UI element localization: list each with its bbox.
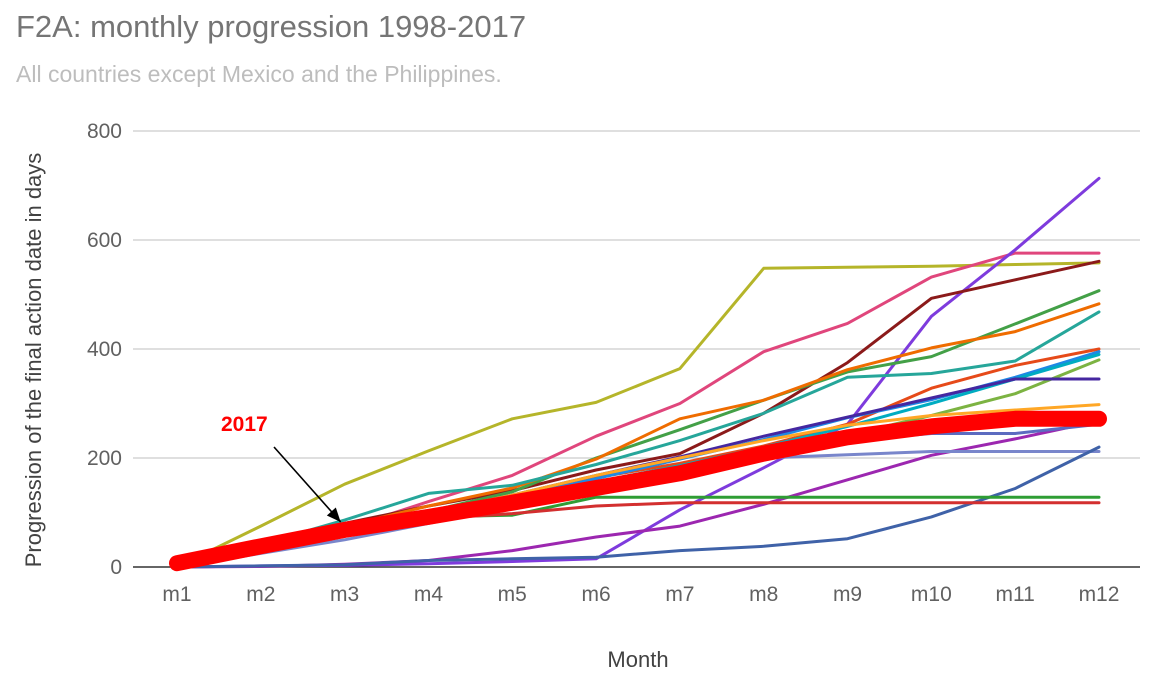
x-axis-ticks: m1 m2 m3 m4 m5 m6 m7 m8 m9 m10 m11 m12 [162, 583, 1119, 606]
annotation-arrow-head [326, 507, 341, 522]
x-tick-label: m10 [911, 583, 952, 606]
x-tick-label: m5 [498, 583, 527, 606]
y-axis-ticks: 0 200 400 600 800 [87, 120, 122, 579]
series-line-teal [175, 310, 1101, 569]
y-tick-label: 600 [87, 229, 122, 252]
series-lines [169, 176, 1107, 572]
x-tick-label: m2 [246, 583, 275, 606]
x-tick-label: m1 [162, 583, 191, 606]
y-tick-label: 200 [87, 447, 122, 470]
x-tick-label: m6 [581, 583, 610, 606]
series-line-2017 [169, 410, 1107, 572]
y-axis-title: Progression of the final action date in … [21, 153, 46, 568]
x-tick-label: m12 [1079, 583, 1120, 606]
x-tick-label: m9 [833, 583, 862, 606]
gridlines [133, 130, 1140, 568]
annotation-arrow-line [273, 446, 342, 523]
chart-title: F2A: monthly progression 1998-2017 [16, 9, 526, 44]
x-tick-label: m11 [996, 583, 1035, 606]
x-axis-title: Month [607, 647, 668, 672]
x-tick-label: m4 [414, 583, 443, 606]
chart-subtitle: All countries except Mexico and the Phil… [16, 61, 502, 87]
series-line-pink [175, 251, 1101, 569]
annotation-label: 2017 [221, 413, 268, 436]
x-tick-label: m8 [749, 583, 778, 606]
y-tick-label: 0 [110, 556, 122, 579]
series-line-olive [175, 261, 1101, 569]
x-tick-label: m3 [330, 583, 359, 606]
series-line-dark-blue [175, 445, 1101, 569]
x-tick-label: m7 [665, 583, 694, 606]
y-tick-label: 800 [87, 120, 122, 143]
series-line-purple [175, 176, 1101, 569]
y-tick-label: 400 [87, 338, 122, 361]
annotation-2017: 2017 [221, 413, 342, 523]
